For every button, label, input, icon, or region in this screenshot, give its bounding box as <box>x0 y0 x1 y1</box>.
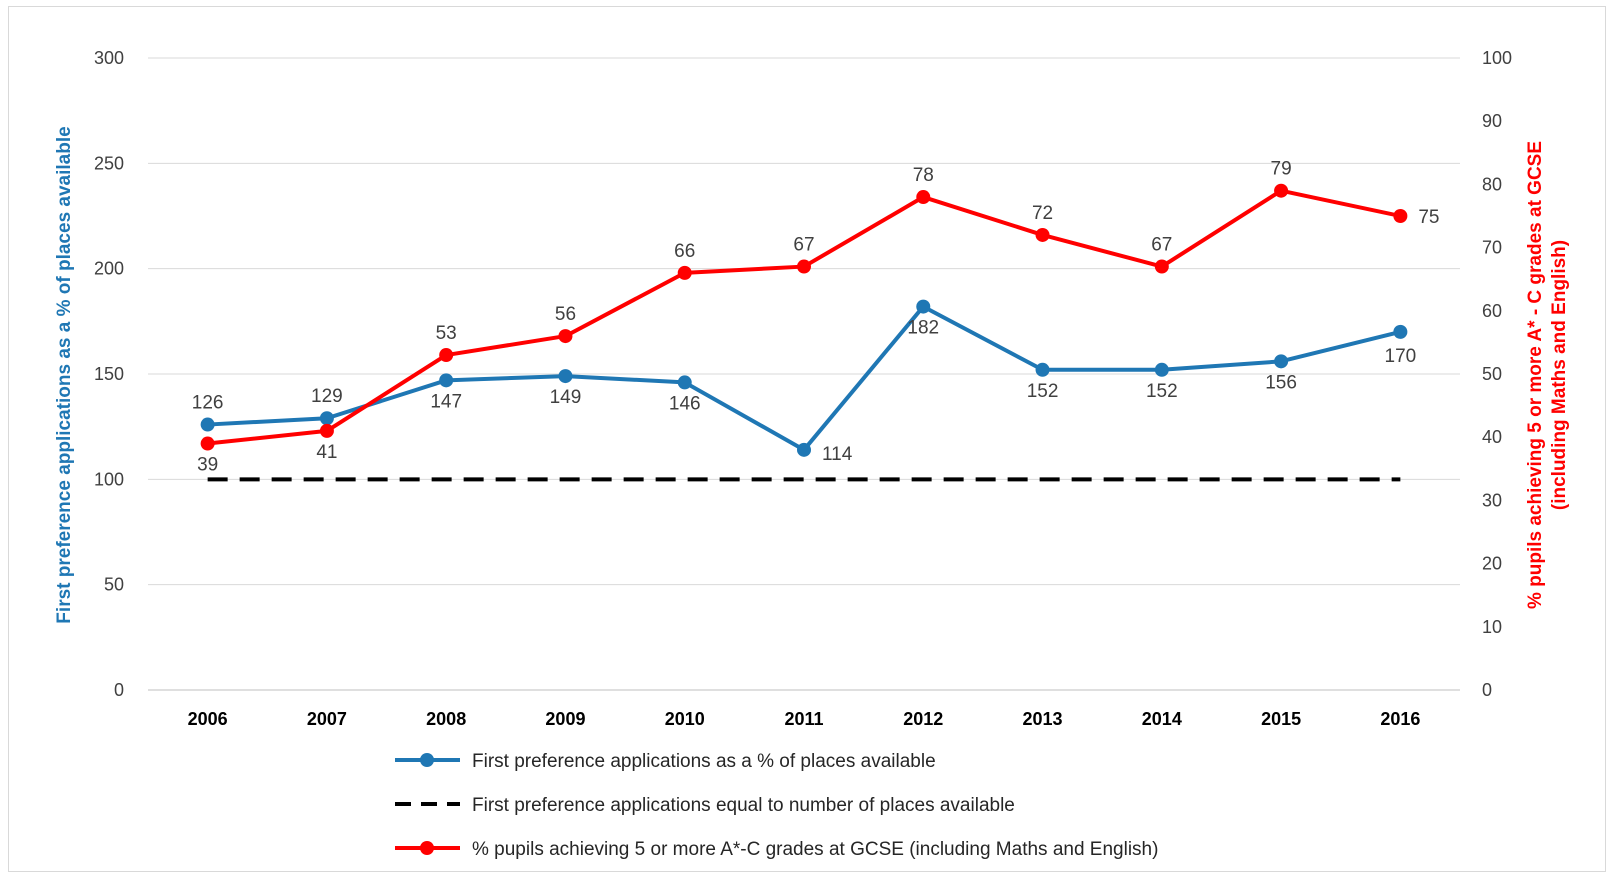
x-axis-tick-label: 2008 <box>426 709 466 729</box>
data-point-gcse <box>319 423 334 438</box>
data-label-gcse: 39 <box>197 455 218 476</box>
data-point-gcse <box>439 348 454 363</box>
data-point-gcse <box>916 190 931 205</box>
data-label-applications: 129 <box>311 386 343 407</box>
right-axis-tick-label: 80 <box>1482 174 1502 194</box>
data-label-gcse: 41 <box>316 442 337 463</box>
chart-frame <box>8 6 1606 872</box>
data-point-applications <box>1035 362 1050 377</box>
left-axis-tick-label: 200 <box>94 259 124 279</box>
data-point-applications <box>439 373 454 388</box>
data-label-gcse: 56 <box>555 304 576 325</box>
data-point-applications <box>319 411 334 426</box>
legend-entry-gcse: % pupils achieving 5 or more A*-C grades… <box>395 839 1158 860</box>
x-axis-tick-label: 2006 <box>188 709 228 729</box>
legend: First preference applications as a % of … <box>395 751 1158 860</box>
right-axis-tick-label: 20 <box>1482 554 1502 574</box>
data-point-gcse <box>677 265 692 280</box>
data-label-gcse: 67 <box>1151 235 1172 256</box>
series-line-applications <box>207 304 1401 452</box>
x-axis-tick-label: 2011 <box>784 709 823 729</box>
left-axis-tick-label: 0 <box>114 680 124 700</box>
right-axis-title-line1: % pupils achieving 5 or more A* - C grad… <box>1525 141 1546 609</box>
data-point-applications <box>558 369 573 384</box>
left-axis-tick-label: 300 <box>94 48 124 68</box>
right-axis-tick-label: 50 <box>1482 364 1502 384</box>
x-axis-tick-label: 2013 <box>1023 709 1063 729</box>
data-labels-layer: 126 129 147 149 146 114 182 152 152 156 170 39 41 53 5… <box>192 159 1440 476</box>
data-label-gcse: 67 <box>793 235 814 256</box>
x-axis-tick-label: 2016 <box>1380 709 1420 729</box>
data-label-applications: 147 <box>430 391 462 412</box>
data-point-applications <box>916 299 931 314</box>
data-point-applications <box>1393 324 1408 339</box>
right-axis-tick-label: 10 <box>1482 617 1502 637</box>
data-point-gcse <box>1274 183 1289 198</box>
legend-entry-threshold: First preference applications equal to n… <box>395 795 1015 816</box>
x-axis-tick-label: 2007 <box>307 709 347 729</box>
series-layer <box>200 183 1408 482</box>
right-axis-title-line2: (including Maths and English) <box>1549 240 1570 510</box>
legend-label-threshold: First preference applications equal to n… <box>472 795 1015 816</box>
data-label-gcse: 78 <box>913 165 934 186</box>
left-axis-tick-label: 100 <box>94 469 124 489</box>
left-axis-title: First preference applications as a % of … <box>54 126 75 623</box>
right-axis-tick-label: 40 <box>1482 427 1502 447</box>
left-axis-tick-label: 150 <box>94 364 124 384</box>
left-axis-tick-label: 50 <box>104 575 124 595</box>
data-point-gcse <box>200 436 215 451</box>
x-axis-tick-label: 2012 <box>903 709 943 729</box>
data-point-applications <box>1154 362 1169 377</box>
data-label-applications: 126 <box>192 393 224 414</box>
data-label-gcse: 66 <box>674 241 695 262</box>
data-label-gcse: 75 <box>1418 207 1439 228</box>
gridlines <box>148 57 1460 691</box>
data-point-gcse <box>1154 259 1169 274</box>
data-label-gcse: 53 <box>436 323 457 344</box>
left-axis-tick-label: 250 <box>94 153 124 173</box>
data-point-gcse <box>1035 227 1050 242</box>
series-line-gcse <box>207 188 1401 446</box>
left-axis-ticks: 0 50 100 150 200 250 300 <box>94 48 124 700</box>
legend-entry-applications: First preference applications as a % of … <box>395 751 936 772</box>
data-point-gcse <box>558 329 573 344</box>
x-axis-tick-label: 2015 <box>1261 709 1301 729</box>
right-axis-tick-label: 0 <box>1482 680 1492 700</box>
legend-label-gcse: % pupils achieving 5 or more A*-C grades… <box>472 839 1158 860</box>
x-axis-tick-label: 2014 <box>1142 709 1182 729</box>
data-label-applications: 152 <box>1027 381 1059 402</box>
data-label-applications: 152 <box>1146 381 1178 402</box>
right-axis-tick-label: 60 <box>1482 301 1502 321</box>
data-point-gcse <box>1393 209 1408 223</box>
data-label-gcse: 79 <box>1271 159 1292 180</box>
data-point-applications <box>200 417 215 432</box>
right-axis-tick-label: 100 <box>1482 48 1512 68</box>
right-axis-ticks: 0 10 20 30 40 50 60 70 80 90 100 <box>1482 48 1512 700</box>
x-axis-ticks: 2006 2007 2008 2009 2010 2011 2012 2013 2014 2015… <box>188 709 1421 729</box>
right-axis-tick-label: 90 <box>1482 111 1502 131</box>
data-label-applications: 114 <box>822 444 853 465</box>
data-label-applications: 170 <box>1385 346 1417 367</box>
data-point-applications <box>677 375 692 390</box>
legend-marker-gcse <box>420 841 434 855</box>
data-label-gcse: 72 <box>1032 203 1053 224</box>
right-axis-tick-label: 30 <box>1482 490 1502 510</box>
data-label-applications: 149 <box>550 387 582 408</box>
data-point-applications <box>1274 354 1289 369</box>
data-label-applications: 156 <box>1265 372 1297 393</box>
x-axis-tick-label: 2010 <box>665 709 705 729</box>
data-point-gcse <box>797 259 811 274</box>
x-axis-tick-label: 2009 <box>545 709 585 729</box>
legend-label-applications: First preference applications as a % of … <box>472 751 936 772</box>
data-label-applications: 182 <box>907 318 939 339</box>
right-axis-tick-label: 70 <box>1482 238 1502 258</box>
data-label-applications: 146 <box>669 393 701 414</box>
data-point-applications <box>797 442 811 457</box>
legend-marker-applications <box>420 753 434 767</box>
